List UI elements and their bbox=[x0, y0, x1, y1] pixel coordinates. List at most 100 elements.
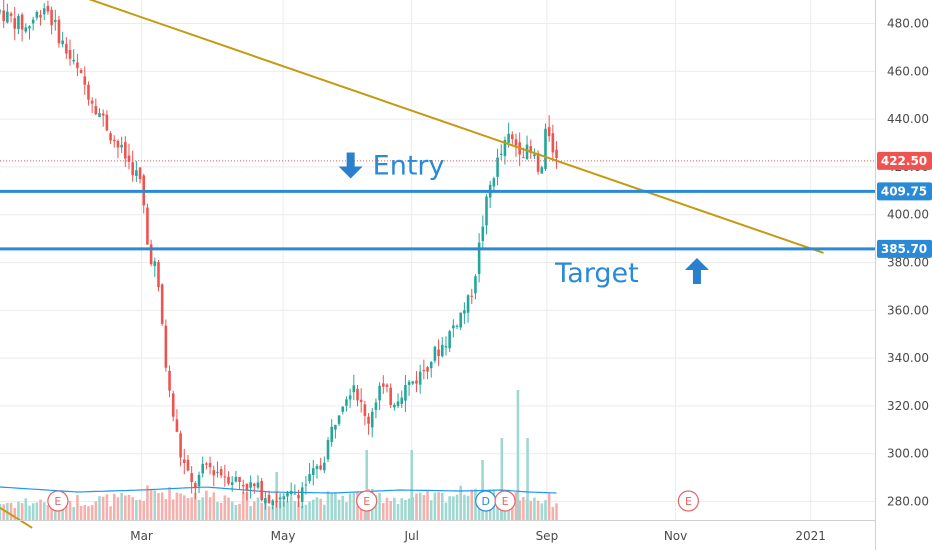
price-lines[interactable] bbox=[0, 160, 875, 251]
event-marker[interactable] bbox=[494, 490, 516, 512]
candle-body bbox=[6, 11, 9, 23]
candle-body bbox=[68, 49, 72, 59]
volume-bar bbox=[238, 503, 241, 520]
volume-bar bbox=[393, 497, 396, 520]
x-tick-label: Nov bbox=[664, 529, 687, 543]
volume-bar bbox=[179, 493, 182, 520]
candle-body bbox=[94, 105, 98, 115]
volume-bar bbox=[297, 501, 300, 520]
candle-body bbox=[256, 482, 260, 488]
candle-body bbox=[396, 401, 400, 407]
volume-bar bbox=[109, 506, 112, 520]
y-tick-label: 340.00 bbox=[887, 351, 929, 365]
candle-body bbox=[370, 411, 374, 428]
candle-body bbox=[219, 469, 223, 476]
upper-trendline[interactable] bbox=[0, 0, 824, 254]
candle-body bbox=[286, 492, 289, 497]
volume-bar bbox=[168, 487, 171, 520]
candle-body bbox=[28, 26, 31, 29]
volume-bar bbox=[389, 500, 392, 520]
volume-bar-spike bbox=[410, 450, 414, 520]
candle-body bbox=[352, 385, 356, 393]
volume-bar bbox=[146, 485, 149, 520]
volume-bar-spike bbox=[365, 450, 369, 520]
candle-body bbox=[300, 487, 304, 502]
candle-body bbox=[345, 399, 348, 406]
candle-body bbox=[282, 496, 286, 500]
y-tick-label: 300.00 bbox=[887, 447, 929, 461]
candle-body bbox=[35, 11, 39, 18]
volume-bar bbox=[186, 498, 190, 520]
volume-bar bbox=[194, 492, 197, 520]
candle-body bbox=[149, 244, 153, 265]
volume-bar bbox=[160, 492, 164, 520]
volume-bar bbox=[112, 493, 116, 520]
volume-bar bbox=[544, 500, 547, 520]
volume-bar bbox=[422, 495, 426, 520]
candle-body bbox=[83, 76, 87, 85]
entry-note-label: Entry bbox=[373, 151, 445, 182]
candle-body bbox=[190, 473, 193, 483]
volume-bar bbox=[101, 496, 105, 520]
lower-trendline[interactable] bbox=[0, 504, 33, 529]
volume-bar bbox=[190, 497, 193, 520]
volume-bar bbox=[223, 495, 227, 520]
candle-body bbox=[17, 15, 20, 30]
event-marker[interactable] bbox=[677, 490, 700, 512]
volume-bar bbox=[514, 492, 518, 520]
volume-bar bbox=[426, 490, 429, 520]
volume-bar bbox=[13, 507, 17, 520]
candle-body bbox=[308, 474, 311, 482]
volume-bar bbox=[286, 501, 289, 520]
volume-bar bbox=[348, 493, 352, 520]
volume-bar bbox=[42, 502, 46, 520]
trendlines[interactable] bbox=[0, 0, 824, 529]
candle-body bbox=[61, 40, 64, 45]
volume-bar bbox=[131, 497, 134, 520]
candle-body bbox=[356, 388, 359, 401]
target-line-tag-label: 385.70 bbox=[881, 242, 927, 256]
volume-bar bbox=[201, 497, 204, 520]
volume-bar bbox=[496, 497, 499, 520]
volume-bar bbox=[444, 502, 448, 520]
volume-bar bbox=[234, 504, 238, 520]
volume-bar bbox=[429, 500, 433, 520]
volume-bar bbox=[293, 501, 297, 520]
candle-body bbox=[205, 463, 208, 465]
candle-body bbox=[116, 140, 120, 148]
candle-body bbox=[293, 493, 297, 495]
volume-bar bbox=[378, 492, 381, 520]
event-marker[interactable] bbox=[356, 490, 378, 512]
x-tick-label: 2021 bbox=[795, 529, 826, 543]
candle-body bbox=[227, 476, 230, 484]
candle-body bbox=[42, 8, 46, 15]
candle-body bbox=[337, 415, 341, 424]
event-marker-label: E bbox=[54, 495, 61, 508]
volume-bar bbox=[547, 493, 551, 520]
event-marker[interactable] bbox=[47, 490, 69, 512]
volume-bar bbox=[94, 501, 98, 520]
volume-bar bbox=[323, 504, 326, 520]
volume-bar bbox=[385, 497, 389, 520]
candle-body bbox=[230, 482, 234, 486]
volume-bar bbox=[68, 500, 72, 520]
entry-note: Entry bbox=[338, 151, 445, 182]
candle-body bbox=[407, 381, 411, 385]
volume-bar bbox=[127, 494, 131, 520]
candle-body bbox=[529, 146, 533, 153]
volume-bar bbox=[474, 488, 477, 520]
candle-body bbox=[507, 133, 510, 143]
volume-bar bbox=[241, 492, 245, 520]
volume-bar bbox=[227, 497, 230, 520]
candle-body bbox=[31, 19, 35, 24]
volume-bar bbox=[260, 502, 263, 520]
candle-body bbox=[492, 178, 496, 187]
candle-body bbox=[197, 474, 201, 487]
target-note: Target bbox=[554, 258, 709, 289]
volume-bar bbox=[116, 497, 120, 520]
volume-bar bbox=[418, 492, 422, 520]
volume-bar bbox=[98, 496, 101, 520]
volume-bar bbox=[326, 491, 330, 520]
